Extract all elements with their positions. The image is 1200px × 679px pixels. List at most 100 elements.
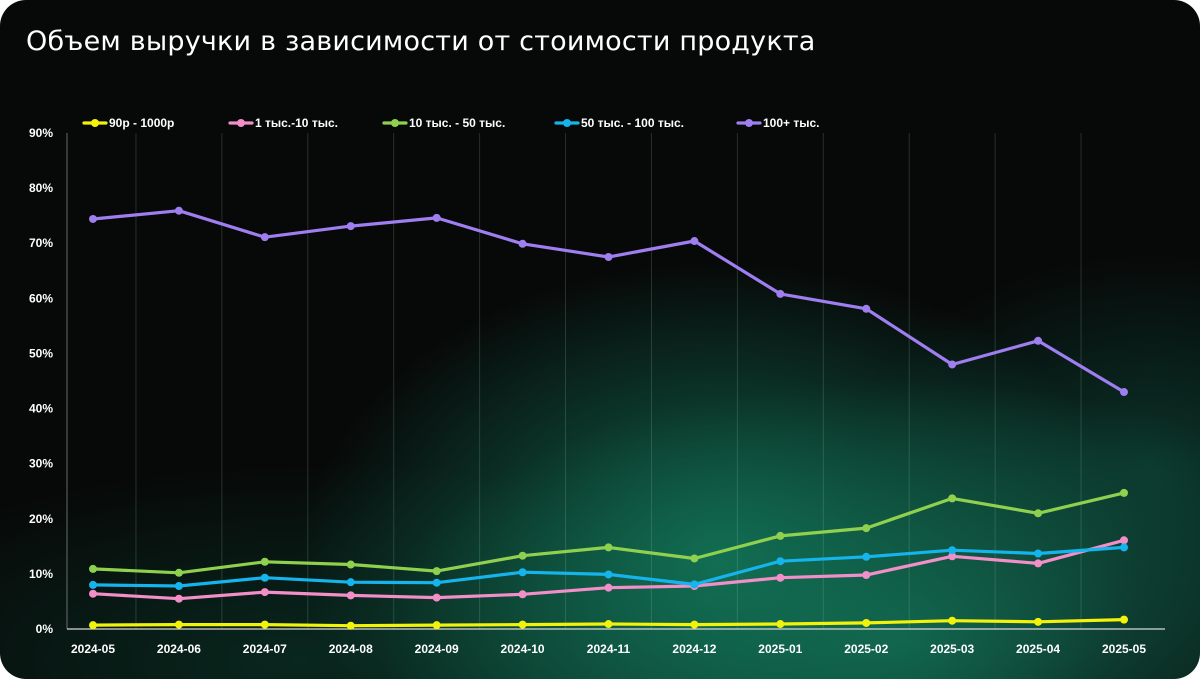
legend-marker — [391, 119, 399, 127]
legend-marker — [91, 119, 99, 127]
data-point — [518, 551, 527, 560]
data-point — [89, 621, 97, 630]
series-line — [91, 209, 1126, 394]
x-tick-label: 2025-04 — [1016, 642, 1060, 656]
x-tick-label: 2024-06 — [157, 642, 201, 656]
data-point — [1034, 559, 1043, 568]
x-tick-label: 2024-09 — [415, 642, 459, 656]
data-point — [260, 557, 269, 566]
data-point — [1034, 336, 1043, 345]
data-point — [89, 214, 97, 223]
data-point — [260, 588, 269, 597]
data-point — [604, 620, 613, 629]
x-tick-label: 2025-03 — [930, 642, 974, 656]
data-point — [518, 568, 527, 577]
y-tick-label: 80% — [29, 181, 53, 195]
data-point — [260, 573, 269, 582]
data-point — [1034, 617, 1043, 626]
data-point — [432, 567, 441, 576]
legend-item: 100+ тыс. — [736, 116, 820, 130]
x-tick-label: 2024-05 — [71, 642, 115, 656]
y-tick-label: 10% — [29, 567, 53, 581]
data-point — [1034, 549, 1043, 558]
data-point — [346, 591, 355, 600]
data-point — [948, 360, 957, 369]
legend-marker — [237, 119, 245, 127]
legend-marker — [745, 119, 753, 127]
data-point — [690, 237, 699, 246]
series-5 — [89, 206, 1128, 397]
legend-marker — [563, 119, 571, 127]
series-line — [91, 491, 1126, 575]
data-point — [1120, 488, 1128, 497]
data-point — [518, 590, 527, 599]
data-point — [604, 583, 613, 592]
data-point — [604, 543, 613, 552]
data-point — [346, 560, 355, 569]
legend-item: 10 тыс. - 50 тыс. — [382, 116, 505, 130]
x-tick-label: 2025-01 — [758, 642, 802, 656]
data-point — [1120, 615, 1128, 624]
data-point — [1120, 536, 1128, 545]
x-tick-label: 2024-11 — [587, 642, 631, 656]
series-line — [91, 545, 1126, 588]
data-point — [89, 580, 97, 589]
y-tick-label: 0% — [36, 622, 54, 636]
data-point — [174, 620, 183, 629]
x-tick-label: 2024-07 — [243, 642, 287, 656]
data-point — [174, 582, 183, 591]
y-tick-label: 70% — [29, 236, 53, 250]
data-point — [432, 213, 441, 222]
data-point — [862, 570, 871, 579]
data-point — [604, 570, 613, 579]
legend-label: 90р - 1000р — [109, 116, 174, 130]
data-point — [432, 593, 441, 602]
series-3 — [89, 488, 1128, 577]
y-tick-label: 60% — [29, 291, 53, 305]
y-tick-label: 20% — [29, 512, 53, 526]
legend-item: 90р - 1000р — [82, 116, 174, 130]
data-point — [948, 494, 957, 503]
y-tick-label: 90% — [29, 126, 53, 140]
data-point — [1120, 543, 1128, 552]
data-point — [776, 289, 785, 298]
data-point — [690, 620, 699, 629]
y-tick-label: 50% — [29, 346, 53, 360]
y-tick-label: 30% — [29, 457, 53, 471]
legend-label: 1 тыс.-10 тыс. — [255, 116, 338, 130]
data-point — [948, 616, 957, 625]
data-point — [862, 524, 871, 533]
data-point — [89, 564, 97, 573]
x-tick-label: 2025-02 — [844, 642, 888, 656]
x-tick-label: 2024-12 — [672, 642, 716, 656]
data-point — [862, 552, 871, 561]
data-point — [346, 621, 355, 630]
data-point — [260, 620, 269, 629]
data-point — [432, 578, 441, 587]
data-point — [89, 589, 97, 598]
data-point — [948, 546, 957, 555]
legend-label: 100+ тыс. — [763, 116, 820, 130]
data-point — [948, 552, 957, 561]
data-point — [518, 239, 527, 248]
data-point — [346, 222, 355, 231]
data-point — [862, 304, 871, 313]
data-point — [776, 531, 785, 540]
data-point — [174, 594, 183, 603]
data-point — [174, 568, 183, 577]
data-point — [346, 578, 355, 587]
series-2 — [89, 536, 1128, 603]
data-point — [690, 580, 699, 589]
x-tick-label: 2024-10 — [501, 642, 545, 656]
legend-label: 50 тыс. - 100 тыс. — [581, 116, 684, 130]
x-tick-label: 2025-05 — [1102, 642, 1146, 656]
x-tick-label: 2024-08 — [329, 642, 373, 656]
chart-title: Объем выручки в зависимости от стоимости… — [26, 26, 816, 57]
data-point — [1034, 509, 1043, 518]
data-point — [432, 621, 441, 630]
data-point — [174, 206, 183, 215]
legend-item: 50 тыс. - 100 тыс. — [554, 116, 684, 130]
y-tick-label: 40% — [29, 402, 53, 416]
data-point — [260, 233, 269, 242]
